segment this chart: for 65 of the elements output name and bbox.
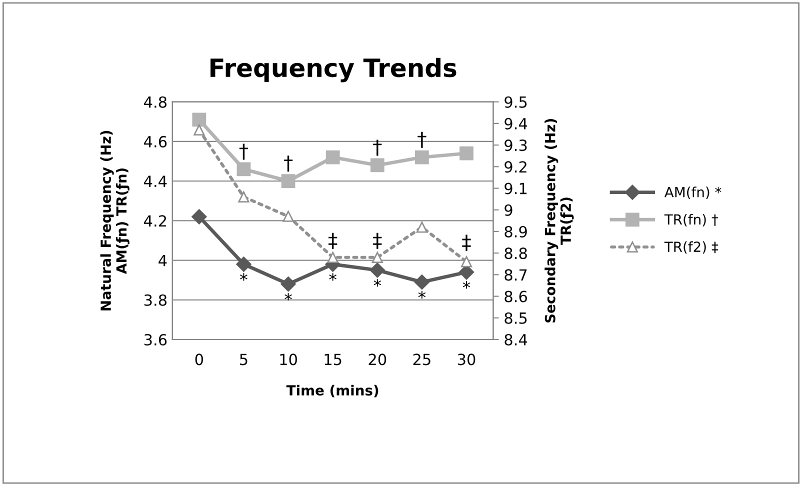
annotation: ‡ <box>462 234 471 251</box>
y2-tick-label: 9.5 <box>504 96 527 108</box>
annotation: ‡ <box>328 232 338 249</box>
x-tick-label: 30 <box>458 354 476 366</box>
legend-label: TR(f2) ‡ <box>664 241 718 254</box>
y2-tick-label: 9.2 <box>504 161 526 173</box>
y-tick-label: 4.4 <box>144 176 167 187</box>
annotation: * <box>374 279 382 287</box>
point <box>460 256 472 268</box>
y-tick-label: 4.8 <box>144 96 167 108</box>
y2-tick-label: 8.8 <box>504 248 527 260</box>
point <box>192 209 207 224</box>
point <box>414 150 429 164</box>
y2-tick-label: 9 <box>504 204 512 216</box>
x-tick-label: 5 <box>240 354 248 366</box>
y-tick-label: 4.2 <box>144 215 166 226</box>
point <box>280 276 296 292</box>
legend-label: TR(fn) † <box>664 214 718 226</box>
annotation: * <box>284 292 292 301</box>
legend-label: AM(fn) * <box>664 186 722 200</box>
y2-tick-label: 8.5 <box>504 312 527 324</box>
point <box>460 146 474 160</box>
annotation: * <box>329 273 336 281</box>
annotation: † <box>239 144 248 160</box>
point <box>236 162 251 176</box>
y2-tick-label: 9.4 <box>504 118 528 130</box>
y2-tick-label: 8.9 <box>504 226 527 238</box>
annotation: † <box>418 132 426 148</box>
point <box>236 256 252 272</box>
y2-axis-title: Secondary Frequency (Hz) TR(ƒ2) <box>544 119 574 323</box>
x-tick-label: 10 <box>280 354 297 366</box>
y2-tick-label: 8.4 <box>504 334 528 346</box>
point <box>282 210 294 222</box>
y-tick-label: 3.8 <box>144 294 167 306</box>
y-tick-label: 3.6 <box>144 334 167 346</box>
point <box>194 124 205 136</box>
point <box>370 262 385 278</box>
point <box>327 252 338 263</box>
x-tick-label: 0 <box>195 354 204 366</box>
chart-title: Frequency Trends <box>210 58 456 82</box>
annotation: * <box>240 273 248 281</box>
point <box>281 174 296 188</box>
annotation: * <box>462 281 470 289</box>
y2-tick-label: 8.7 <box>504 269 527 281</box>
y2-tick-label: 9.1 <box>504 182 527 194</box>
point <box>372 252 383 263</box>
x-tick-label: 15 <box>324 354 342 366</box>
point <box>192 112 206 127</box>
x-tick-label: 20 <box>368 354 386 366</box>
y-tick-label: 4.6 <box>144 136 167 148</box>
annotation: ‡ <box>373 232 382 249</box>
y2-tick-label: 8.6 <box>504 290 527 302</box>
y2-tick-label: 9.3 <box>504 140 527 152</box>
y-tick-label: 4 <box>158 254 167 266</box>
point <box>326 150 340 164</box>
y-axis-title: Natural Frequency (Hz) AM(ƒn) TR(ƒn) <box>100 130 130 310</box>
point <box>416 222 428 233</box>
annotation: † <box>284 156 293 172</box>
point <box>414 274 430 290</box>
annotation: * <box>418 290 426 299</box>
x-axis-title: Time (mins) <box>286 384 378 398</box>
point <box>370 158 384 172</box>
x-tick-label: 25 <box>413 354 430 366</box>
annotation: † <box>373 140 382 156</box>
point <box>238 191 250 202</box>
